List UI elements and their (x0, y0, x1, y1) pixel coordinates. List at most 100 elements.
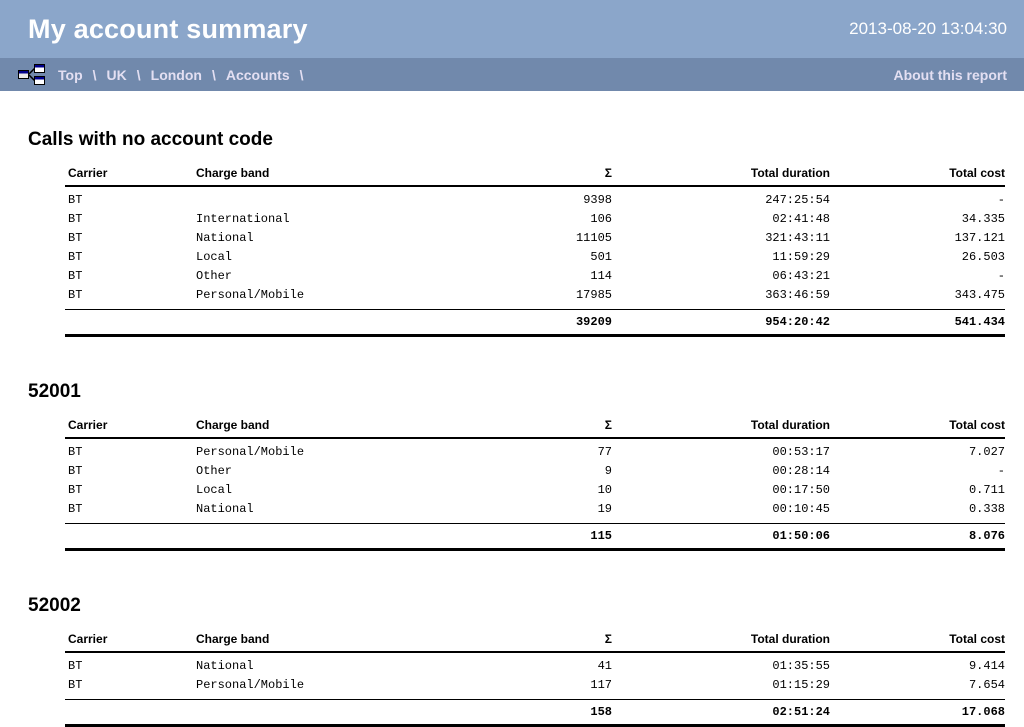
breadcrumb-separator: \ (92, 66, 97, 83)
cell-carrier: BT (68, 269, 83, 283)
cell-charge-band: National (196, 231, 254, 245)
table-row: BT Other 114 06:43:21 - (65, 267, 1005, 286)
cell-total-duration: 11:59:29 (772, 250, 830, 264)
cell-total-cost: 34.335 (961, 212, 1005, 226)
cell-carrier: BT (68, 502, 83, 516)
table-row: BT Local 501 11:59:29 26.503 (65, 248, 1005, 267)
column-header-charge-band: Charge band (196, 164, 492, 187)
cell-sum: 41 (597, 659, 612, 673)
breadcrumb-separator: \ (136, 66, 141, 83)
breadcrumb-separator: \ (299, 66, 304, 83)
table-row: BT Personal/Mobile 17985 363:46:59 343.475 (65, 286, 1005, 310)
total-cell-charge-band (196, 699, 492, 727)
section-title: 52001 (28, 381, 81, 402)
cell-carrier: BT (68, 483, 83, 497)
total-cell-carrier (65, 309, 196, 337)
column-header-carrier: Carrier (65, 630, 196, 653)
cell-carrier: BT (68, 445, 83, 459)
cell-total-cost: 137.121 (954, 231, 1005, 245)
cell-charge-band: Other (196, 269, 233, 283)
table-row: BT Local 10 00:17:50 0.711 (65, 481, 1005, 500)
cell-total-cost: 7.027 (968, 445, 1005, 459)
cell-carrier: BT (68, 464, 83, 478)
cell-total-duration: 363:46:59 (765, 288, 830, 302)
table-row: BT Personal/Mobile 77 00:53:17 7.027 (65, 438, 1005, 462)
cell-charge-band: Personal/Mobile (196, 445, 305, 459)
cell-total-cost: - (997, 464, 1005, 478)
cell-total-cost: - (997, 193, 1005, 207)
column-header-sum: Σ (492, 164, 612, 187)
total-cell-sum: 39209 (492, 309, 612, 337)
cell-total-duration: 01:35:55 (772, 659, 830, 673)
column-header-total-duration: Total duration (612, 164, 830, 187)
cell-carrier: BT (68, 231, 83, 245)
summary-table: Carrier Charge band Σ Total duration Total c… (65, 164, 1005, 337)
cell-total-duration: 321:43:11 (765, 231, 830, 245)
column-header-carrier: Carrier (65, 164, 196, 187)
summary-table: Carrier Charge band Σ Total duration Total c… (65, 416, 1005, 551)
section-title: 52002 (28, 595, 81, 616)
about-this-report-link[interactable]: About this report (893, 66, 1007, 83)
cell-total-duration: 02:41:48 (772, 212, 830, 226)
cell-carrier: BT (68, 250, 83, 264)
cell-sum: 11105 (575, 231, 612, 245)
cell-sum: 17985 (575, 288, 612, 302)
cell-sum: 77 (597, 445, 612, 459)
cell-charge-band: National (196, 502, 254, 516)
cell-total-duration: 06:43:21 (772, 269, 830, 283)
cell-total-cost: 26.503 (961, 250, 1005, 264)
cell-sum: 114 (590, 269, 612, 283)
breadcrumb-item-accounts[interactable]: Accounts (225, 66, 290, 83)
total-cell-total-duration: 02:51:24 (612, 699, 830, 727)
cell-charge-band: National (196, 659, 254, 673)
cell-total-cost: 0.711 (968, 483, 1005, 497)
cell-charge-band: International (196, 212, 290, 226)
cell-total-cost: 0.338 (968, 502, 1005, 516)
breadcrumb-item-uk[interactable]: UK (106, 66, 127, 83)
report-header: My account summary 2013-08-20 13:04:30 (0, 0, 1024, 58)
total-cell-carrier (65, 699, 196, 727)
total-cell-sum: 115 (492, 523, 612, 551)
report-section: Calls with no account code Carrier Charge… (0, 129, 1024, 337)
table-row: BT National 41 01:35:55 9.414 (65, 652, 1005, 676)
cell-total-cost: 7.654 (968, 678, 1005, 692)
column-header-total-cost: Total cost (830, 164, 1005, 187)
report-body: Calls with no account code Carrier Charge… (0, 129, 1024, 727)
cell-carrier: BT (68, 659, 83, 673)
cell-charge-band (196, 186, 492, 210)
column-header-total-duration: Total duration (612, 416, 830, 439)
total-cell-total-duration: 01:50:06 (612, 523, 830, 551)
column-header-charge-band: Charge band (196, 416, 492, 439)
table-row: BT National 19 00:10:45 0.338 (65, 500, 1005, 524)
cell-total-duration: 00:53:17 (772, 445, 830, 459)
cell-sum: 117 (590, 678, 612, 692)
table-header-row: Carrier Charge band Σ Total duration Total c… (65, 164, 1005, 187)
table-total-row: 39209 954:20:42 541.434 (65, 309, 1005, 337)
cell-carrier: BT (68, 212, 83, 226)
cell-total-duration: 01:15:29 (772, 678, 830, 692)
table-row: BT National 11105 321:43:11 137.121 (65, 229, 1005, 248)
breadcrumb-bar: Top \ UK \ London \ Accounts \ About this repor… (0, 58, 1024, 91)
table-total-row: 115 01:50:06 8.076 (65, 523, 1005, 551)
table-total-row: 158 02:51:24 17.068 (65, 699, 1005, 727)
total-cell-total-cost: 8.076 (830, 523, 1005, 551)
cell-total-duration: 00:28:14 (772, 464, 830, 478)
column-header-total-cost: Total cost (830, 416, 1005, 439)
table-header-row: Carrier Charge band Σ Total duration Total c… (65, 630, 1005, 653)
sitemap-icon (18, 64, 45, 85)
table-row: BT Personal/Mobile 117 01:15:29 7.654 (65, 676, 1005, 700)
breadcrumb-item-top[interactable]: Top (58, 66, 83, 83)
cell-sum: 19 (597, 502, 612, 516)
breadcrumb: Top \ UK \ London \ Accounts \ (58, 67, 314, 83)
column-header-total-cost: Total cost (830, 630, 1005, 653)
cell-total-cost: 9.414 (968, 659, 1005, 673)
column-header-total-duration: Total duration (612, 630, 830, 653)
cell-sum: 106 (590, 212, 612, 226)
breadcrumb-item-london[interactable]: London (150, 66, 202, 83)
cell-charge-band: Local (196, 483, 233, 497)
cell-carrier: BT (68, 193, 83, 207)
report-section: 52001 Carrier Charge band Σ Total duration T… (0, 381, 1024, 551)
column-header-charge-band: Charge band (196, 630, 492, 653)
report-timestamp: 2013-08-20 13:04:30 (849, 19, 1007, 38)
column-header-sum: Σ (492, 630, 612, 653)
